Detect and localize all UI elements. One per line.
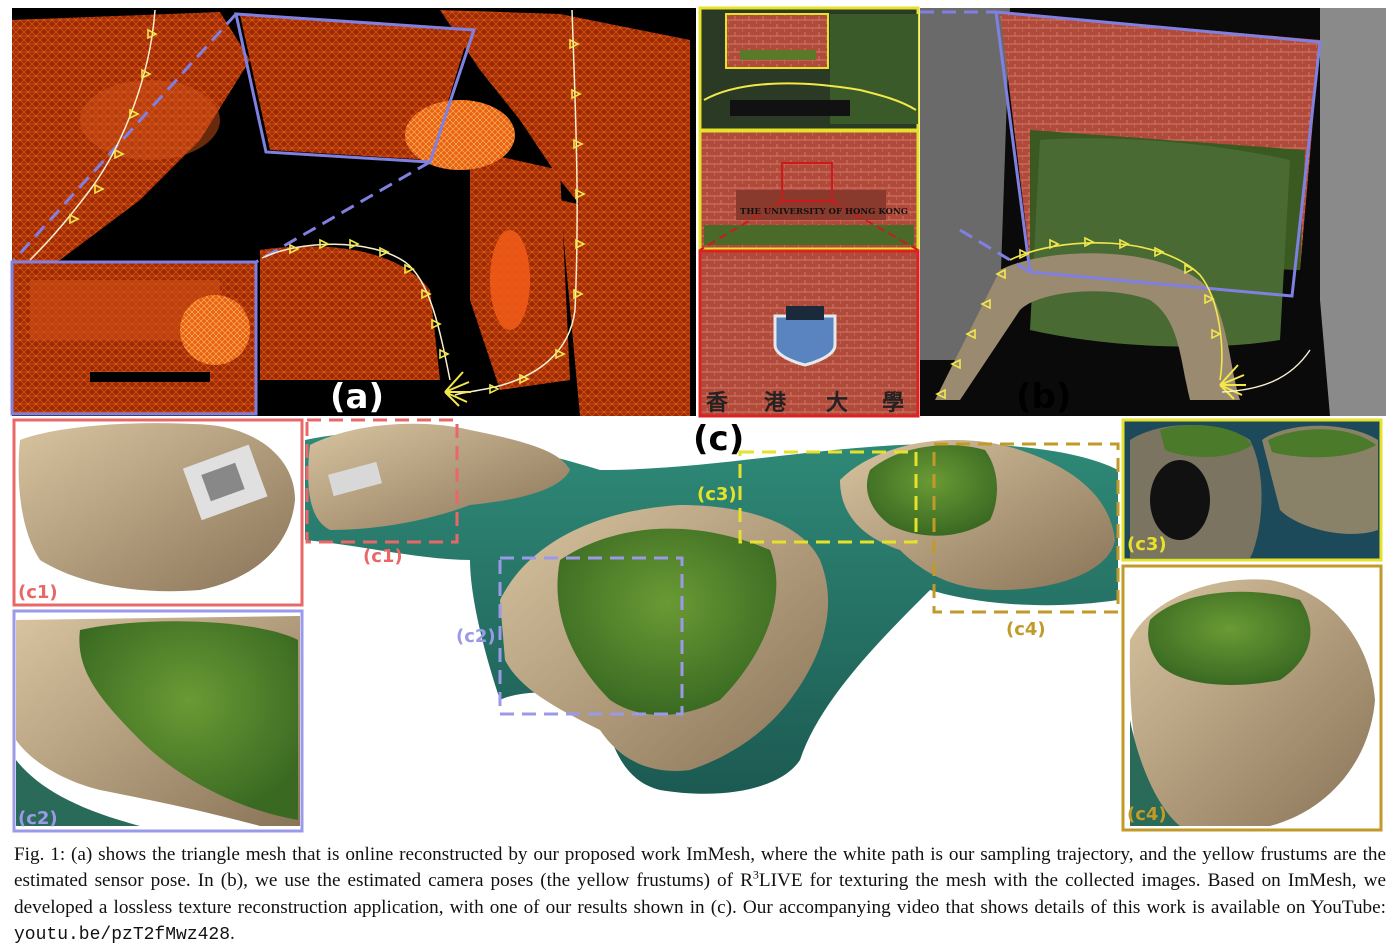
c1-region-box [305,418,459,544]
inset-c2-label: (c2) [18,808,58,829]
caption-text-2: LIVE for texturing the mesh with the col… [14,870,1386,918]
panel-b-textured-mesh [920,8,1386,416]
caption-end: . [230,923,235,945]
panel-a-label: (a) [330,377,384,417]
chinese-char-1: 香 [706,391,728,416]
c3-region-box [738,450,918,544]
figure-1: (a) THE UNIVERSITY OF HONG KONG 香 港 大 學 [10,6,1386,833]
inset-c2 [12,609,304,833]
inset-c1 [12,418,304,607]
caption-text-1: (a) shows the triangle mesh that is onli… [14,844,1387,892]
c2-region-box [498,556,684,716]
inset-c4 [1121,564,1383,832]
panel-b-label: (b) [1016,377,1071,417]
inset-c3 [1121,418,1383,562]
c3-region-label: (c3) [697,484,737,505]
c4-region-label: (c4) [1006,619,1046,640]
panel-a-mesh [10,8,696,416]
caption-fig-label: Fig. 1: [14,844,66,865]
c4-region-box [932,442,1120,614]
inset-c3-label: (c3) [1127,534,1167,555]
caption-superscript: 3 [752,868,759,883]
figure-caption: Fig. 1: (a) shows the triangle mesh that… [14,842,1386,949]
c1-region-label: (c1) [363,546,403,567]
inset-c4-label: (c4) [1127,804,1167,825]
panel-c-island-reconstruction [305,423,1118,794]
youtube-link[interactable]: youtu.be/pzT2fMwz428 [14,925,231,946]
panel-b-insets [698,6,920,418]
panel-b-chinese-text: 香 港 大 學 [706,390,904,416]
panel-c-label: (c) [693,419,744,459]
panel-b-sign-text: THE UNIVERSITY OF HONG KONG [740,207,908,217]
chinese-char-3: 大 [826,391,848,416]
chinese-char-2: 港 [764,391,787,416]
inset-c1-label: (c1) [18,582,58,603]
chinese-char-4: 學 [882,390,904,416]
c2-region-label: (c2) [456,626,496,647]
